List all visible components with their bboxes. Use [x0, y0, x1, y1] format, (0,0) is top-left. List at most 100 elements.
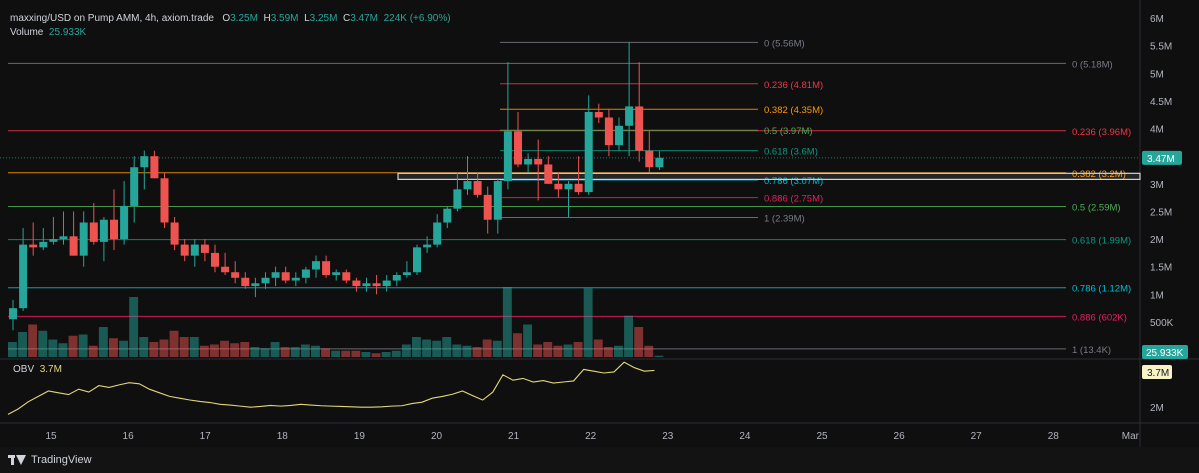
volume-bar — [553, 345, 563, 357]
candle-body[interactable] — [312, 261, 320, 270]
candle-body[interactable] — [382, 280, 391, 287]
candle-body[interactable] — [110, 219, 118, 240]
volume-bar — [644, 345, 654, 357]
candle-body[interactable] — [625, 106, 634, 126]
candle-body[interactable] — [241, 277, 250, 287]
candle-body[interactable] — [79, 222, 88, 256]
fib-level-label: 0.786 (1.12M) — [1072, 284, 1131, 295]
volume-bar — [159, 339, 169, 357]
candle-body[interactable] — [301, 269, 310, 278]
volume-bar — [119, 340, 128, 357]
volume-bar — [169, 330, 179, 357]
high-label: H — [263, 13, 271, 24]
candle-body[interactable] — [150, 156, 159, 179]
candle-body[interactable] — [362, 283, 371, 287]
tradingview-logo[interactable]: TradingView — [8, 454, 92, 466]
volume-bar — [68, 335, 78, 357]
volume-bar — [260, 348, 270, 357]
candle-body[interactable] — [453, 189, 462, 209]
candle-body[interactable] — [342, 272, 351, 281]
time-tick-label: 24 — [739, 431, 751, 442]
candle-body[interactable] — [524, 158, 533, 165]
candle-body[interactable] — [261, 277, 270, 284]
candle-body[interactable] — [423, 244, 432, 248]
high-value: 3.59M — [270, 13, 299, 24]
volume-bar — [371, 353, 381, 357]
fib-level-label: 0 (5.56M) — [764, 38, 805, 49]
candle-body[interactable] — [655, 157, 664, 168]
candle-body[interactable] — [271, 272, 280, 278]
candle-body[interactable] — [544, 164, 553, 184]
candle-body[interactable] — [402, 272, 411, 276]
volume-bar — [189, 337, 199, 357]
candle-body[interactable] — [352, 280, 361, 287]
candle-body[interactable] — [200, 244, 209, 253]
candle-body[interactable] — [9, 308, 17, 320]
obv-label[interactable]: OBV — [13, 364, 35, 375]
candle-body[interactable] — [69, 236, 78, 256]
candle-body[interactable] — [635, 106, 644, 151]
price-chart[interactable]: 6M5.5M5M4.5M4M3.5M3M2.5M2M1.5M1M500K1516… — [0, 0, 1199, 447]
candle-body[interactable] — [231, 272, 240, 278]
time-tick-label: 27 — [971, 431, 983, 442]
candle-body[interactable] — [443, 208, 452, 223]
volume-bar — [482, 339, 492, 357]
volume-bar — [240, 342, 250, 357]
candle-body[interactable] — [645, 150, 654, 168]
candle-body[interactable] — [493, 181, 502, 220]
candle-body[interactable] — [615, 125, 623, 146]
candle-body[interactable] — [281, 272, 290, 281]
open-label: O — [222, 13, 231, 24]
candle-body[interactable] — [564, 183, 573, 190]
candle-body[interactable] — [372, 283, 381, 287]
time-tick-label: 25 — [816, 431, 828, 442]
volume-bar — [381, 352, 391, 357]
current-volume-tag-label: 25.933K — [1146, 348, 1184, 359]
candle-body[interactable] — [574, 183, 583, 193]
candle-body[interactable] — [584, 111, 593, 193]
symbol-title[interactable]: maxxing/USD on Pump AMM, 4h, axiom.trade — [10, 13, 214, 24]
candle-body[interactable] — [503, 131, 512, 182]
volume-bar — [391, 350, 401, 357]
fib-level-label: 0.382 (4.35M) — [764, 105, 823, 116]
candle-body[interactable] — [29, 244, 38, 248]
candle-body[interactable] — [463, 181, 472, 190]
candle-body[interactable] — [554, 183, 563, 190]
candle-body[interactable] — [534, 158, 543, 165]
candle-body[interactable] — [99, 219, 108, 242]
candle-body[interactable] — [160, 178, 169, 223]
candle-body[interactable] — [322, 261, 331, 276]
candle-body[interactable] — [19, 244, 28, 309]
volume-label[interactable]: Volume — [10, 27, 44, 38]
candle-body[interactable] — [170, 222, 179, 245]
highlight-zone[interactable] — [397, 172, 1141, 180]
candle-body[interactable] — [211, 252, 219, 267]
candle-body[interactable] — [221, 266, 230, 273]
time-tick-label: 19 — [354, 431, 366, 442]
candle-body[interactable] — [483, 194, 492, 220]
volume-bar — [452, 344, 462, 357]
volume-bar — [412, 337, 421, 357]
candle-body[interactable] — [89, 222, 98, 242]
candle-body[interactable] — [120, 205, 129, 240]
candle-body[interactable] — [514, 131, 522, 165]
candle-body[interactable] — [332, 272, 341, 276]
candle-body[interactable] — [130, 167, 139, 206]
candle-body[interactable] — [190, 244, 199, 256]
candle-body[interactable] — [39, 241, 48, 248]
candle-body[interactable] — [594, 111, 603, 118]
candle-body[interactable] — [180, 244, 189, 256]
candle-body[interactable] — [433, 222, 442, 245]
candle-body[interactable] — [140, 156, 149, 168]
candle-body[interactable] — [49, 239, 58, 242]
candle-body[interactable] — [392, 275, 401, 281]
candle-body[interactable] — [251, 283, 260, 287]
candle-body[interactable] — [291, 277, 300, 281]
fib-level-label: 0.618 (3.6M) — [764, 147, 818, 158]
fib-level-label: 0.786 (3.07M) — [764, 176, 823, 187]
candle-body[interactable] — [604, 117, 613, 146]
candle-body[interactable] — [413, 247, 421, 273]
candle-body[interactable] — [473, 181, 482, 195]
price-tick-label: 1M — [1150, 290, 1164, 301]
candle-body[interactable] — [59, 236, 68, 240]
